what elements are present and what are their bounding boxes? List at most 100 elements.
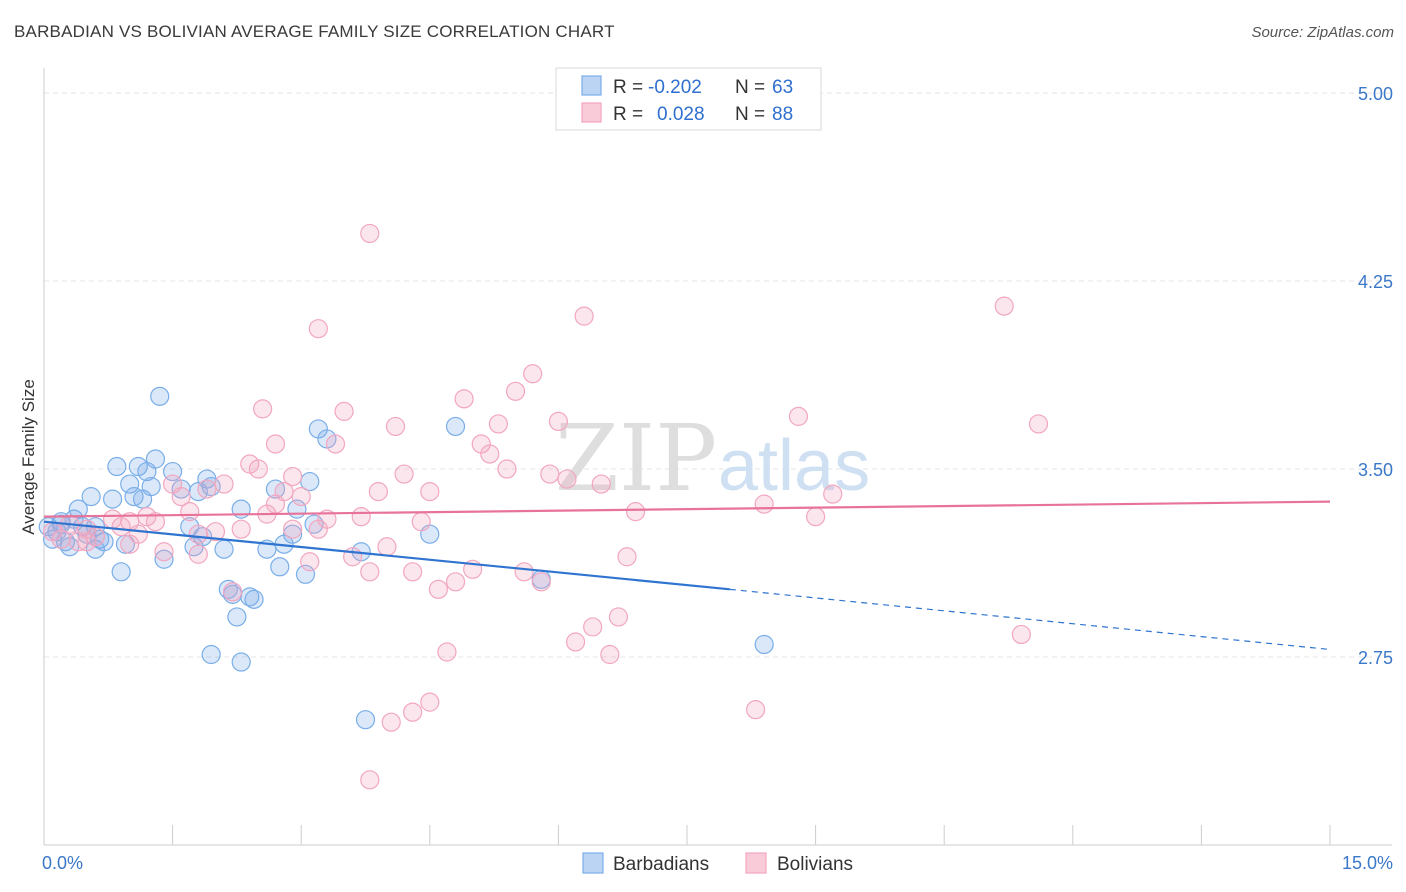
x-tick-label-max: 15.0% (1342, 853, 1393, 873)
bolivian-point-57 (540, 464, 560, 484)
bolivian-point-70 (403, 702, 423, 722)
bolivian-point-63 (591, 474, 611, 494)
bolivian-point-87 (283, 519, 303, 539)
barbadian-point-16 (111, 562, 131, 582)
barbadian-point-56 (445, 416, 466, 437)
barbadian-point-24 (145, 449, 166, 469)
stats-r-value-1: -0.202 (648, 77, 702, 98)
bolivian-point-72 (745, 700, 766, 720)
bolivian-point-12 (154, 542, 174, 562)
bolivian-point-21 (231, 519, 251, 539)
bolivian-point-45 (437, 642, 457, 662)
bolivian-point-29 (300, 552, 320, 572)
bolivian-point-86 (188, 524, 208, 544)
barbadian-point-41 (244, 589, 264, 609)
bolivian-point-76 (823, 484, 843, 504)
grid-layer (44, 92, 1392, 658)
bolivian-point-42 (411, 512, 431, 532)
legend-label-bolivians: Bolivians (777, 854, 853, 875)
bolivian-point-71 (420, 692, 440, 712)
stats-swatch-barbadians (581, 75, 602, 96)
bolivian-point-35 (351, 507, 371, 527)
barbadian-point-18 (120, 474, 140, 494)
barbadian-point-58 (754, 634, 774, 655)
bolivian-point-61 (574, 306, 594, 326)
axis-layer (43, 68, 1392, 846)
bolivian-point-16 (188, 544, 208, 564)
barbadian-point-10 (81, 487, 101, 507)
bolivian-point-17 (197, 479, 217, 499)
bolivian-point-47 (454, 389, 474, 409)
barbadian-point-38 (227, 607, 247, 627)
bolivian-point-23 (248, 459, 268, 479)
bolivian-point-54 (514, 562, 534, 582)
bolivian-point-46 (445, 572, 466, 592)
bolivian-point-75 (805, 507, 826, 527)
barbadian-point-54 (355, 710, 376, 730)
bolivian-point-11 (145, 512, 166, 532)
bolivian-point-31 (317, 509, 337, 529)
barbadian-trend-line (43, 520, 730, 591)
legend-label-barbadians: Barbadians (613, 854, 709, 875)
bolivian-point-55 (523, 364, 543, 384)
bolivian-point-44 (428, 579, 448, 599)
bolivian-point-60 (565, 632, 586, 652)
bolivian-point-68 (360, 770, 380, 790)
stats-legend-box: R = -0.202 N = 63 R = 0.028 N = 88 (555, 67, 822, 131)
bolivian-point-38 (377, 537, 397, 557)
legend-swatch-barbadians (582, 852, 604, 874)
bolivian-point-59 (557, 469, 577, 489)
bolivian-point-78 (1011, 624, 1031, 645)
stats-r-label-2: R = (613, 104, 643, 125)
watermark: ZIP atlas (555, 405, 870, 512)
stats-r-value-2: 0.028 (657, 104, 705, 125)
stats-n-value-1: 63 (772, 77, 793, 98)
bolivian-point-20 (223, 582, 243, 602)
bolivian-point-33 (334, 401, 354, 421)
barbadian-point-44 (270, 557, 290, 577)
x-tick-label-min: 0.0% (42, 853, 83, 873)
bolivian-point-84 (77, 532, 97, 552)
bolivian-point-81 (308, 319, 328, 339)
bolivian-point-28 (291, 487, 311, 507)
barbadian-point-14 (102, 489, 123, 509)
chart-title: BARBADIAN VS BOLIVIAN AVERAGE FAMILY SIZ… (14, 22, 615, 41)
barbadian-trend-extension (729, 588, 1331, 651)
y-tick-labels: 2.75 3.50 4.25 5.00 (1358, 84, 1393, 668)
bolivian-trend-line (43, 500, 1331, 518)
chart-source: Source: ZipAtlas.com (1251, 24, 1394, 41)
watermark-atlas: atlas (718, 426, 870, 506)
y-tick-label-0: 2.75 (1358, 648, 1393, 668)
bolivian-point-64 (600, 644, 620, 665)
bolivian-point-41 (403, 562, 423, 582)
bolivian-point-79 (1028, 414, 1049, 434)
barbadian-point-25 (150, 386, 170, 406)
bolivian-point-74 (788, 406, 809, 426)
bolivian-point-39 (385, 416, 406, 437)
bolivian-point-82 (253, 399, 273, 419)
barbadian-point-15 (107, 456, 127, 477)
bolivian-point-65 (608, 607, 629, 627)
bolivian-point-83 (265, 434, 286, 454)
barbadian-point-26 (154, 549, 174, 569)
barbadian-point-23 (141, 476, 161, 497)
bolivian-point-53 (505, 381, 526, 401)
trend-layer (43, 500, 1331, 651)
bolivian-point-52 (497, 459, 517, 479)
y-axis-label: Average Family Size (19, 379, 38, 535)
bolivian-point-73 (754, 494, 774, 514)
barbadian-point-60 (231, 652, 251, 672)
bolivian-point-27 (283, 466, 303, 487)
bolivian-point-66 (617, 547, 637, 567)
bolivian-point-51 (488, 414, 508, 434)
series-legend: Barbadians Bolivians (582, 852, 853, 875)
bolivian-point-40 (394, 464, 414, 484)
bolivian-point-37 (368, 481, 388, 502)
bolivian-point-67 (625, 502, 646, 522)
bolivian-point-15 (180, 502, 200, 522)
bolivian-point-19 (214, 474, 234, 494)
bolivian-point-58 (548, 411, 569, 432)
barbadian-point-35 (214, 539, 234, 559)
stats-n-label-2: N = (735, 104, 765, 125)
